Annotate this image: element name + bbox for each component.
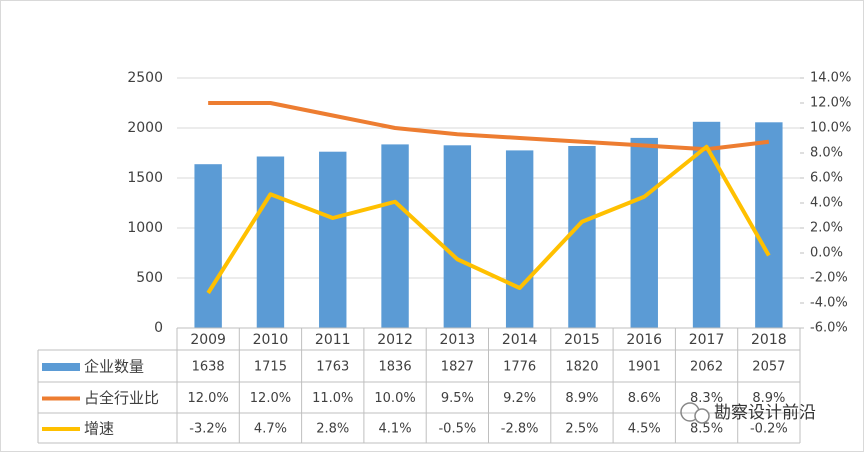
x-tick-label: 2018 (751, 332, 787, 348)
table-cell: 2062 (690, 360, 723, 375)
bar (505, 150, 534, 328)
table-cell: 1638 (192, 360, 225, 375)
bar (256, 156, 285, 328)
table-cell: 8.6% (628, 391, 661, 406)
table-cell: 12.0% (250, 391, 291, 406)
bar (568, 146, 596, 328)
table-cell: 8.3% (690, 391, 723, 406)
x-tick-label: 2016 (626, 332, 662, 348)
table-cell: -0.5% (438, 422, 476, 437)
table-cell: 1827 (441, 360, 474, 375)
table-cell: 1715 (254, 360, 287, 375)
y2-tick-label: 8.0% (810, 146, 843, 161)
y2-tick-label: 10.0% (810, 121, 851, 136)
table-cell: 10.0% (374, 391, 415, 406)
table-cell: 2.5% (565, 422, 598, 437)
y2-tick-label: 4.0% (810, 196, 843, 211)
x-tick-label: 2009 (190, 332, 226, 348)
x-tick-label: 2013 (440, 332, 476, 348)
table-cell: 4.7% (254, 422, 287, 437)
table-cell: 1901 (628, 360, 661, 375)
table-cell: 8.9% (752, 391, 785, 406)
y-tick-label: 1500 (127, 170, 163, 186)
y2-tick-label: 0.0% (810, 246, 843, 261)
x-tick-label: 2015 (564, 332, 600, 348)
table-cell: -2.8% (501, 422, 539, 437)
table-cell: 12.0% (187, 391, 228, 406)
legend-label: 增速 (84, 420, 114, 438)
y2-tick-label: 12.0% (810, 96, 851, 111)
watermark-icon (694, 408, 710, 424)
y2-tick-label: -6.0% (810, 321, 848, 336)
y2-tick-label: 14.0% (810, 71, 851, 86)
y2-tick-label: -2.0% (810, 271, 848, 286)
bar (443, 145, 472, 328)
x-tick-label: 2010 (253, 332, 289, 348)
bar (755, 122, 783, 328)
table-cell: 2.8% (316, 422, 349, 437)
table-cell: -0.2% (750, 422, 788, 437)
table-cell: 8.9% (565, 391, 598, 406)
x-tick-label: 2017 (689, 332, 725, 348)
table-cell: 2057 (752, 360, 785, 375)
y-tick-label: 1000 (127, 220, 163, 236)
legend-label: 企业数量 (84, 358, 144, 376)
y2-tick-label: 6.0% (810, 171, 843, 186)
table-cell: 11.0% (312, 391, 353, 406)
table-cell: 9.5% (441, 391, 474, 406)
bar (381, 144, 409, 328)
table-cell: 1836 (379, 360, 412, 375)
table-cell: 1820 (565, 360, 598, 375)
watermark: 勘察设计前沿 (714, 403, 816, 423)
legend-label: 占全行业比 (84, 389, 159, 407)
y2-tick-label: -4.0% (810, 296, 848, 311)
line-series (206, 144, 771, 295)
legend-marker (42, 363, 80, 371)
y2-tick-label: 2.0% (810, 221, 843, 236)
y-tick-label: 2000 (127, 120, 163, 136)
table-cell: 4.5% (628, 422, 661, 437)
table-cell: 4.1% (379, 422, 412, 437)
x-tick-label: 2011 (315, 332, 351, 348)
table-cell: 9.2% (503, 391, 536, 406)
table-cell: 1776 (503, 360, 536, 375)
y-tick-label: 500 (136, 270, 163, 286)
table-cell: -3.2% (189, 422, 227, 437)
bar (630, 137, 658, 328)
y-tick-label: 2500 (127, 70, 163, 86)
y-tick-label: 0 (154, 320, 163, 336)
x-tick-label: 2014 (502, 332, 538, 348)
bar (194, 164, 222, 328)
table-cell: 1763 (316, 360, 349, 375)
line-series (208, 101, 770, 152)
x-tick-label: 2012 (377, 332, 413, 348)
table-cell: 8.5% (690, 422, 723, 437)
bar (319, 151, 347, 328)
